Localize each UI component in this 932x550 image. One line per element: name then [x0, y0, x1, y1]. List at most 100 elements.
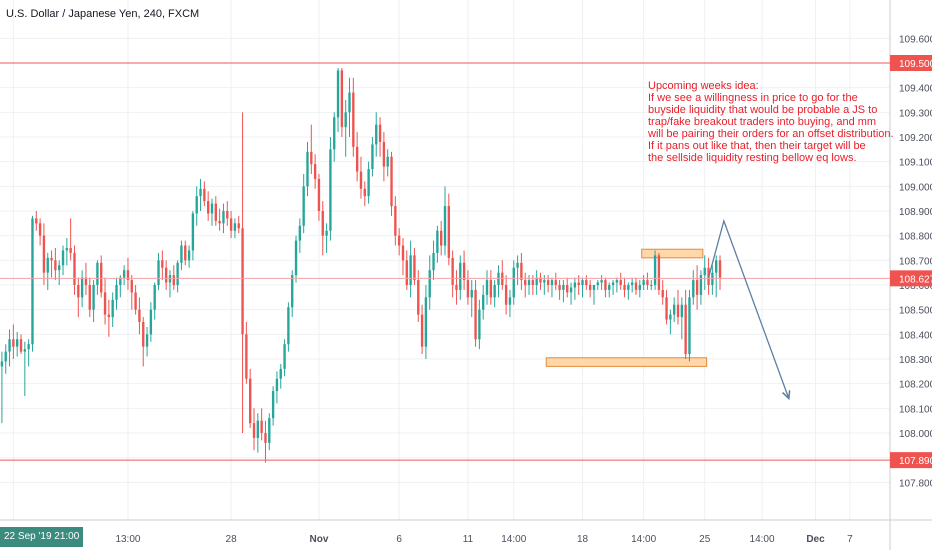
- candle-body: [650, 285, 653, 286]
- projection-arrow[interactable]: [707, 218, 789, 399]
- candle-body: [92, 285, 95, 310]
- candle-body: [539, 277, 542, 283]
- time-tick-label: 7: [847, 534, 853, 545]
- candle-body: [298, 225, 302, 241]
- candle-body: [489, 280, 493, 298]
- candle-body: [348, 92, 351, 113]
- candle-body: [439, 230, 443, 246]
- price-tick-label: 108.400: [899, 330, 932, 341]
- time-tick-label: 14:00: [750, 534, 775, 545]
- candle-body: [382, 141, 386, 167]
- sellside-liquidity-zone[interactable]: [545, 357, 708, 367]
- candle-body: [588, 285, 592, 290]
- candle-body: [65, 248, 69, 251]
- time-tick-label: 14:00: [631, 534, 656, 545]
- candle-body: [237, 223, 240, 229]
- symbol-title: U.S. Dollar / Japanese Yen, 240, FXCM: [6, 8, 200, 20]
- candle-body: [363, 188, 366, 197]
- candle-body: [493, 285, 496, 298]
- candle-body: [699, 275, 703, 295]
- candle-body: [256, 420, 260, 438]
- candle-body: [390, 156, 393, 207]
- candle-body: [229, 218, 233, 231]
- candle-body: [451, 257, 454, 285]
- candle-body: [31, 218, 34, 345]
- candle-body: [42, 235, 46, 273]
- candle-body: [142, 322, 145, 347]
- candle-body: [4, 351, 7, 362]
- candle-body: [546, 280, 550, 285]
- price-tick-label: 109.100: [899, 158, 932, 169]
- candle-body: [413, 255, 416, 281]
- candle-body: [126, 270, 130, 281]
- candle-body: [554, 280, 557, 285]
- candle-body: [482, 294, 485, 310]
- time-tick-label: 18: [577, 534, 589, 545]
- candle-body: [386, 156, 389, 167]
- candle-body: [107, 314, 111, 318]
- price-tick-label: 109.300: [899, 108, 932, 119]
- candle-body: [233, 223, 237, 231]
- candle-body: [245, 334, 248, 379]
- candle-body: [623, 285, 626, 290]
- candle-body: [562, 285, 565, 290]
- candle-body: [268, 418, 271, 443]
- candle-body: [673, 304, 676, 315]
- time-tick-label: 13:00: [115, 534, 140, 545]
- level-price-badge: [890, 55, 932, 71]
- candle-body: [96, 262, 99, 285]
- price-tick-label: 109.400: [899, 84, 932, 95]
- buyside-liquidity-zone[interactable]: [641, 248, 704, 259]
- candle-body: [279, 368, 282, 379]
- candle-body: [695, 280, 699, 295]
- candle-body: [153, 285, 156, 310]
- idea-annotation[interactable]: Upcoming weeks idea: If we see a willing…: [648, 80, 894, 164]
- candle-body: [195, 196, 198, 214]
- candle-body: [566, 285, 569, 293]
- candle-body: [84, 277, 88, 285]
- candle-body: [19, 339, 23, 352]
- candle-body: [203, 188, 206, 202]
- price-tick-label: 109.600: [899, 34, 932, 45]
- time-tick-label: Nov: [309, 534, 328, 545]
- candle-body: [206, 201, 210, 214]
- current-price-label: 108.627: [899, 274, 932, 285]
- candle-body: [321, 211, 324, 236]
- candle-body: [180, 245, 183, 263]
- candle-body: [77, 285, 80, 298]
- candle-body: [653, 255, 657, 285]
- candle-body: [405, 260, 408, 285]
- candle-body: [310, 151, 313, 165]
- candle-body: [218, 220, 221, 224]
- candle-body: [306, 151, 309, 187]
- candle-body: [627, 285, 630, 290]
- candle-body: [210, 203, 214, 214]
- candle-body: [485, 280, 489, 295]
- candle-body: [23, 349, 27, 352]
- candle-body: [604, 280, 607, 290]
- candle-body: [432, 252, 435, 271]
- candle-body: [111, 299, 114, 318]
- candle-body: [615, 280, 619, 283]
- candle-body: [527, 280, 531, 285]
- candle-body: [550, 280, 554, 285]
- candle-body: [478, 309, 481, 340]
- price-tick-label: 108.200: [899, 380, 932, 391]
- level-price-label: 109.500: [899, 59, 932, 70]
- candle-body: [715, 260, 718, 273]
- candle-body: [443, 206, 447, 246]
- candle-body: [394, 206, 397, 236]
- candle-body: [264, 433, 267, 443]
- candle-body: [16, 339, 19, 347]
- candle-body: [409, 255, 412, 285]
- candle-body: [340, 70, 344, 128]
- candle-body: [119, 277, 122, 285]
- candle-body: [359, 171, 363, 189]
- candle-body: [558, 285, 561, 290]
- price-tick-label: 108.300: [899, 355, 932, 366]
- candle-body: [417, 280, 420, 315]
- candle-body: [191, 213, 195, 251]
- candle-body: [592, 285, 596, 290]
- candle-body: [462, 262, 466, 281]
